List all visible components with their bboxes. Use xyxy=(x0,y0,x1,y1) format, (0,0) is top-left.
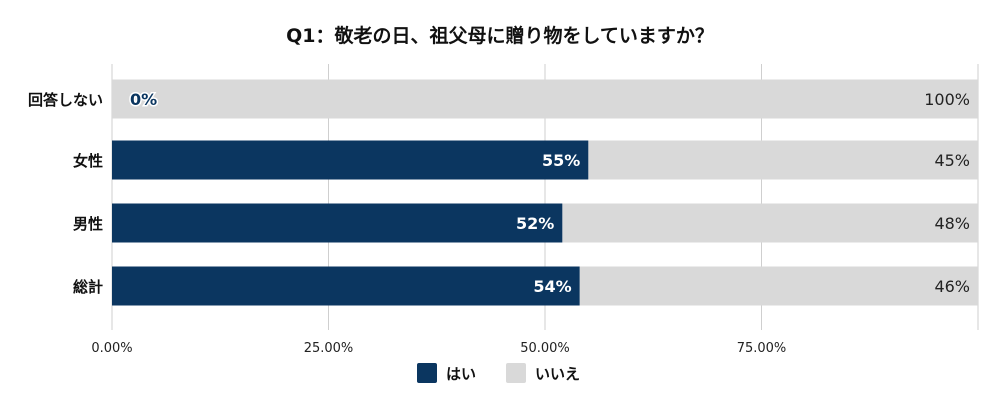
bar-no-3 xyxy=(579,266,978,306)
x-tick-label-2: 50.00% xyxy=(520,341,570,356)
bar-yes-3 xyxy=(112,266,580,306)
bar-no-1 xyxy=(588,140,978,180)
x-tick-label-1: 25.00% xyxy=(304,341,354,356)
legend-swatch-0 xyxy=(417,363,437,383)
data-label-yes-2: 52% xyxy=(516,214,554,233)
legend-label-1: いいえ xyxy=(535,365,580,383)
data-label-yes-3: 54% xyxy=(533,277,571,296)
category-label-1: 女性 xyxy=(73,152,103,170)
x-tick-label-0: 0.00% xyxy=(91,341,132,356)
bar-yes-2 xyxy=(112,203,563,243)
chart-title: Q1：敬老の日、祖父母に贈り物をしていますか？ xyxy=(286,24,714,47)
category-label-3: 総計 xyxy=(73,278,103,296)
bar-yes-1 xyxy=(112,140,589,180)
data-label-no-0: 100% xyxy=(924,90,970,109)
bars: 0% 100% 55% 45% 52% 48% 54% 46% xyxy=(112,79,978,306)
category-label-2: 男性 xyxy=(73,215,103,233)
data-label-yes-0: 0% xyxy=(130,90,157,109)
bar-no-0 xyxy=(112,79,978,119)
data-label-no-3: 46% xyxy=(934,277,970,296)
data-label-no-2: 48% xyxy=(934,214,970,233)
legend-label-0: はい xyxy=(446,365,476,383)
x-tick-label-3: 75.00% xyxy=(737,341,787,356)
category-label-0: 回答しない xyxy=(28,91,103,109)
data-label-yes-1: 55% xyxy=(542,151,580,170)
legend-swatch-1 xyxy=(506,363,526,383)
x-axis-ticks: 0.00% 25.00% 50.00% 75.00% xyxy=(91,341,786,356)
legend: はい いいえ xyxy=(417,363,580,383)
bar-no-2 xyxy=(562,203,978,243)
data-label-no-1: 45% xyxy=(934,151,970,170)
